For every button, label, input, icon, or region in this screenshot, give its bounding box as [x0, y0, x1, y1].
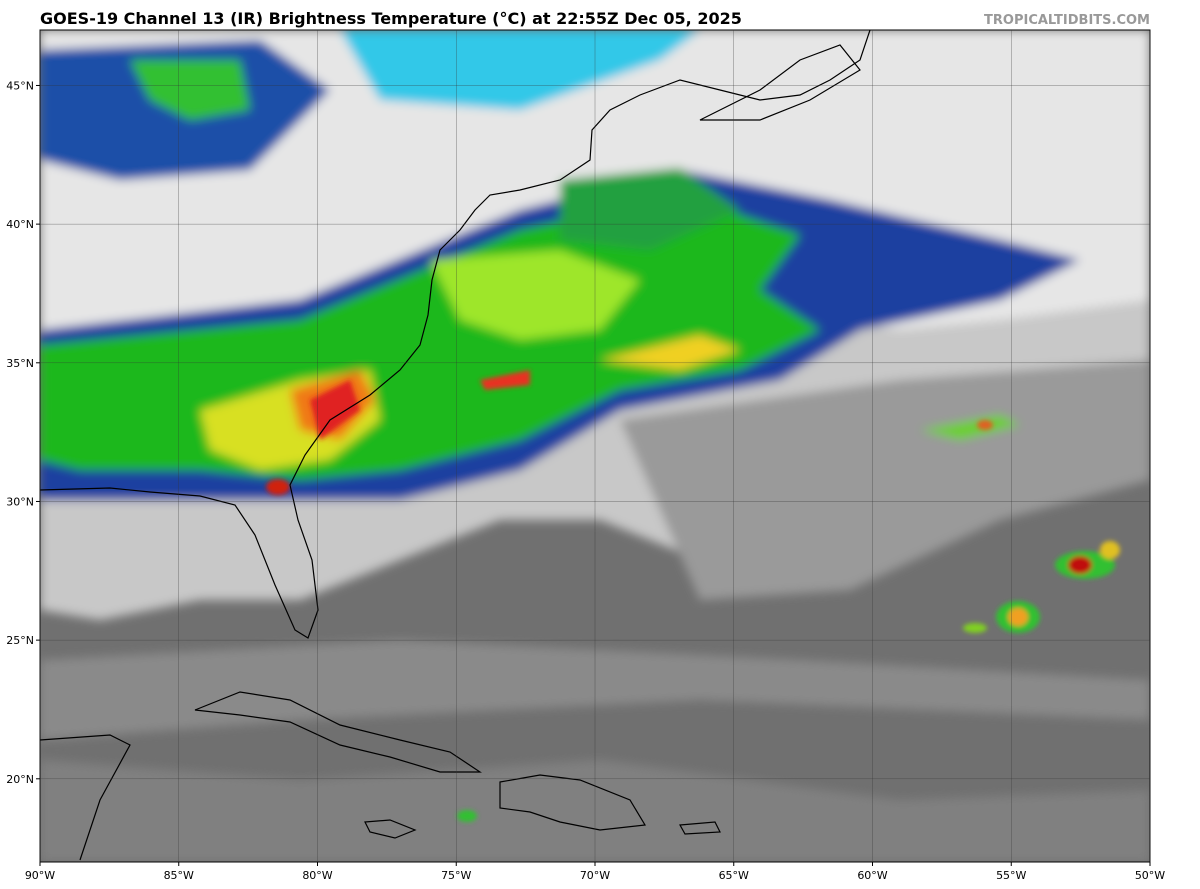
y-tick-label: 40°N — [6, 218, 34, 231]
y-tick-label: 30°N — [6, 495, 34, 508]
y-tick-label: 20°N — [6, 773, 34, 786]
title: GOES-19 Channel 13 (IR) Brightness Tempe… — [40, 9, 742, 28]
coastlines — [40, 30, 871, 861]
x-tick-label: 65°W — [719, 869, 749, 882]
x-tick-label: 60°W — [857, 869, 887, 882]
y-tick-label: 25°N — [6, 634, 34, 647]
x-tick-label: 85°W — [164, 869, 194, 882]
y-tick-label: 45°N — [6, 79, 34, 92]
x-tick-label: 70°W — [580, 869, 610, 882]
x-tick-label: 90°W — [25, 869, 55, 882]
x-tick-label: 75°W — [441, 869, 471, 882]
y-tick-label: 35°N — [6, 357, 34, 370]
x-tick-label: 55°W — [996, 869, 1026, 882]
x-tick-label: 80°W — [302, 869, 332, 882]
watermark: TROPICALTIDBITS.COM — [984, 13, 1150, 28]
x-tick-label: 50°W — [1135, 869, 1165, 882]
